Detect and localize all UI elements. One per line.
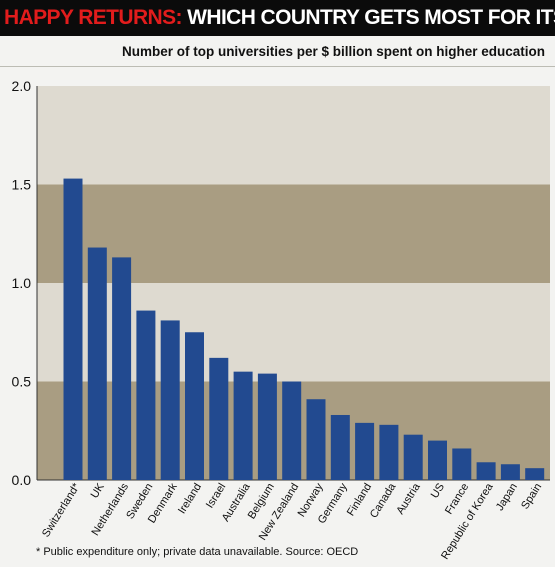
y-tick-label: 0.0 xyxy=(12,472,32,488)
bar xyxy=(112,257,132,480)
bar xyxy=(136,310,156,480)
bar xyxy=(403,434,423,480)
chart-title-band: HAPPY RETURNS: WHICH COUNTRY GETS MOST F… xyxy=(0,0,555,36)
bar xyxy=(452,448,472,480)
x-tick-label: UK xyxy=(89,481,108,501)
x-tick-label: Japan xyxy=(494,481,520,513)
y-tick-label: 2.0 xyxy=(12,78,32,94)
bar xyxy=(282,381,302,480)
title-text: WHICH COUNTRY GETS MOST FOR ITS DOLLAR xyxy=(187,6,555,29)
bar xyxy=(525,468,545,480)
bar xyxy=(160,320,180,480)
bar xyxy=(257,373,277,480)
bar xyxy=(306,399,326,480)
bar xyxy=(233,371,253,480)
plot-band xyxy=(37,86,550,185)
bar xyxy=(209,357,229,480)
x-tick-label: Ireland xyxy=(176,481,204,516)
x-tick-label: Israel xyxy=(204,481,228,510)
bar xyxy=(476,462,496,480)
bar xyxy=(330,414,350,480)
y-tick-label: 1.5 xyxy=(12,177,32,193)
y-tick-label: 1.0 xyxy=(12,275,32,291)
x-tick-label: Switzerland* xyxy=(40,481,83,540)
footnote: * Public expenditure only; private data … xyxy=(36,546,359,558)
divider xyxy=(0,66,555,67)
bar xyxy=(379,424,399,480)
bar xyxy=(185,332,204,480)
bar xyxy=(63,178,83,480)
bar xyxy=(428,440,447,480)
chart-subtitle: Number of top universities per $ billion… xyxy=(121,44,545,59)
y-tick-label: 0.5 xyxy=(12,374,32,390)
bar xyxy=(355,422,375,480)
title-highlight: HAPPY RETURNS: xyxy=(4,6,183,29)
x-tick-label: Spain xyxy=(519,481,544,511)
x-tick-label: Austria xyxy=(394,480,423,516)
x-tick-label: US xyxy=(429,481,447,500)
bar xyxy=(87,247,107,480)
x-tick-label: Canada xyxy=(368,480,399,520)
bar xyxy=(500,464,520,480)
